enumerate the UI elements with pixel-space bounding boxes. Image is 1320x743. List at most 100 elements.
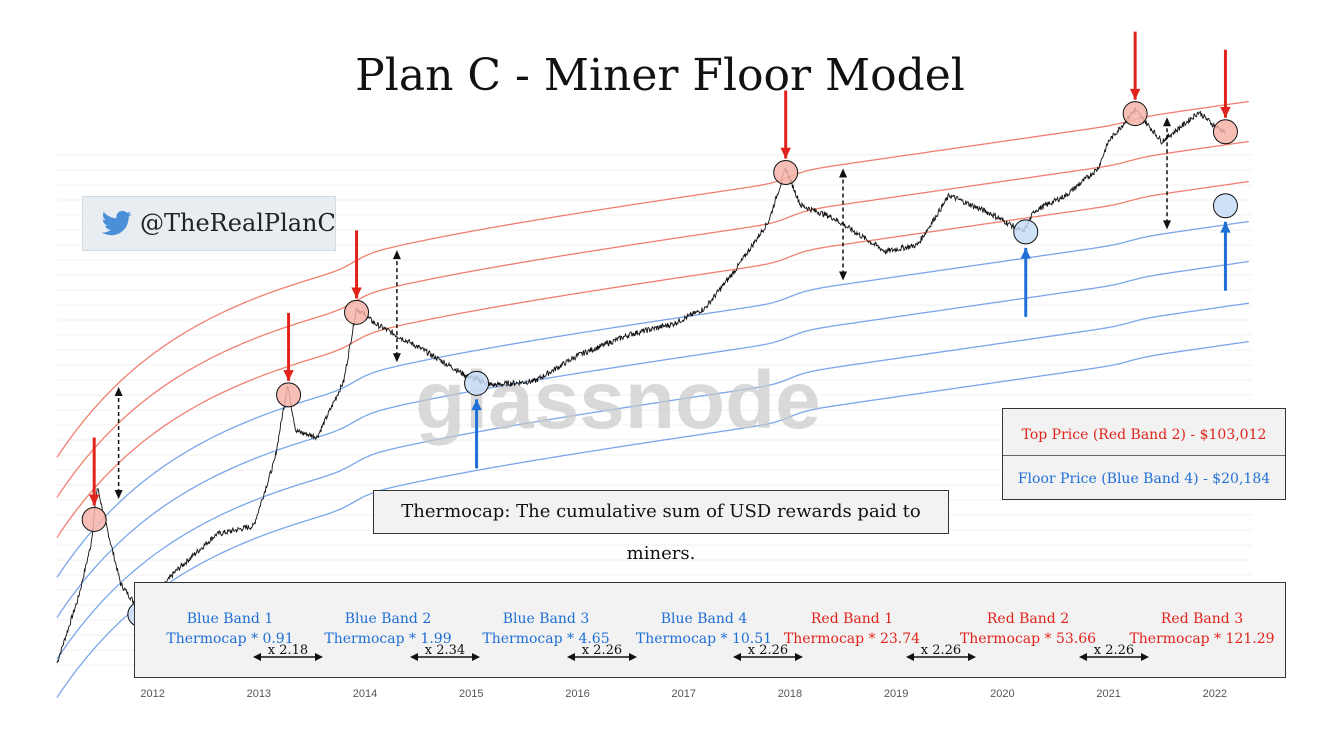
mult-arrow-head: [315, 653, 323, 661]
band-name: Red Band 1: [810, 611, 894, 627]
price-layer: [56, 106, 1226, 664]
price-line: [56, 106, 1226, 664]
price-divider: [1003, 455, 1285, 456]
mult-arrow-head: [733, 653, 741, 661]
band-line: [56, 100, 1249, 458]
bottom-marker: [1013, 219, 1039, 245]
mult-arrow-head: [1141, 653, 1149, 661]
mult-arrow-head: [906, 653, 914, 661]
arrow-head: [283, 370, 294, 381]
multiplier-label: x 2.26: [920, 643, 962, 658]
x-tick-label: 2021: [1096, 688, 1120, 700]
top-price: Top Price (Red Band 2) - $103,012: [1021, 427, 1267, 443]
range-arrow-head: [392, 353, 401, 363]
mult-arrow-head: [567, 653, 575, 661]
mult-arrow-head: [410, 653, 418, 661]
range-arrow-head: [839, 271, 848, 281]
top-marker: [81, 506, 107, 532]
x-tick-label: 2022: [1203, 688, 1227, 700]
twitter-bird-icon: [101, 210, 132, 236]
multiplier-label: x 2.26: [1093, 643, 1135, 658]
band-formula: Thermocap * 1.99: [324, 631, 452, 647]
bottom-marker: [464, 370, 490, 396]
x-axis: 2012 2013 2014 2015 2016 2017 2018 2019 2020 2021…: [140, 688, 1227, 700]
band-name: Red Band 3: [1160, 611, 1244, 627]
top-marker: [1212, 119, 1238, 145]
band-legend-item: Red Band 2 Thermocap * 53.66: [953, 609, 1103, 649]
range-arrow-head: [114, 387, 123, 397]
band-legend-item: Blue Band 4 Thermocap * 10.51: [629, 609, 779, 649]
arrow-head: [471, 399, 482, 411]
band-name: Blue Band 2: [344, 611, 432, 627]
multiplier-label: x 2.34: [424, 643, 466, 658]
band-formula: Thermocap * 0.91: [166, 631, 294, 647]
band-line: [56, 180, 1249, 538]
band-legend-item: Blue Band 3 Thermocap * 4.65: [471, 609, 621, 649]
range-arrow-head: [839, 168, 848, 178]
multiplier-label: x 2.18: [267, 643, 309, 658]
mult-arrow-head: [968, 653, 976, 661]
mult-arrow-head: [1079, 653, 1087, 661]
x-tick-label: 2013: [247, 688, 271, 700]
mult-arrow-head: [253, 653, 261, 661]
arrow-head: [780, 147, 791, 159]
range-arrow-head: [1163, 117, 1172, 127]
band-line: [56, 302, 1249, 660]
arrow-head: [1220, 106, 1231, 118]
band-line: [56, 340, 1249, 698]
mult-arrow-head: [629, 653, 637, 661]
x-tick-label: 2020: [990, 688, 1014, 700]
band-formula: Thermocap * 53.66: [959, 631, 1097, 647]
top-marker: [1122, 101, 1148, 127]
top-marker: [344, 299, 370, 325]
x-tick-label: 2018: [778, 688, 802, 700]
arrow-head: [88, 494, 100, 506]
price-box: Top Price (Red Band 2) - $103,012 Floor …: [1002, 408, 1286, 500]
handle-badge: @TheRealPlanC: [82, 196, 336, 251]
multiplier-label: x 2.26: [747, 643, 789, 658]
band-legend-item: Blue Band 2 Thermocap * 1.99: [313, 609, 463, 649]
bottom-marker: [1212, 193, 1238, 219]
arrow-head: [351, 287, 362, 299]
band-line: [56, 140, 1249, 498]
top-marker: [773, 160, 799, 186]
range-arrow-head: [114, 490, 123, 500]
band-name: Blue Band 4: [660, 611, 748, 627]
band-formula: Thermocap * 4.65: [482, 631, 610, 647]
bands-legend: Blue Band 1 Thermocap * 0.91 Blue Band 2…: [134, 582, 1286, 678]
band-legend-item: Red Band 3 Thermocap * 121.29: [1127, 609, 1277, 649]
arrow-head: [1129, 88, 1141, 100]
x-tick-label: 2012: [140, 688, 164, 700]
watermark: glassnode: [415, 355, 821, 446]
top-marker: [276, 382, 302, 408]
band-name: Red Band 2: [986, 611, 1070, 627]
band-name: Blue Band 1: [186, 611, 274, 627]
band-line: [56, 220, 1249, 578]
mult-arrow-head: [795, 653, 803, 661]
arrow-head: [1220, 221, 1231, 233]
x-tick-label: 2014: [353, 688, 377, 700]
band-name: Blue Band 3: [502, 611, 590, 627]
bands-layer: [56, 100, 1249, 698]
range-arrows: [114, 117, 1172, 500]
multiplier-arrows: [253, 653, 1149, 661]
band-line: [56, 260, 1249, 618]
range-arrow-head: [1163, 220, 1172, 230]
definition-box: Thermocap: The cumulative sum of USD rew…: [373, 490, 949, 564]
range-arrow-head: [392, 250, 401, 260]
band-formula: Thermocap * 121.29: [1129, 631, 1275, 647]
x-tick-label: 2019: [884, 688, 908, 700]
multiplier-label: x 2.26: [581, 643, 623, 658]
arrow-head: [1020, 247, 1031, 259]
floor-price: Floor Price (Blue Band 4) - $20,184: [1017, 471, 1271, 487]
band-formula: Thermocap * 10.51: [635, 631, 773, 647]
band-legend-item: Blue Band 1 Thermocap * 0.91: [155, 609, 305, 649]
x-tick-label: 2015: [459, 688, 483, 700]
mult-arrow-head: [472, 653, 480, 661]
handle-text: @TheRealPlanC: [140, 209, 336, 237]
x-tick-label: 2017: [671, 688, 695, 700]
x-tick-label: 2016: [565, 688, 589, 700]
band-formula: Thermocap * 23.74: [783, 631, 921, 647]
band-legend-item: Red Band 1 Thermocap * 23.74: [777, 609, 927, 649]
